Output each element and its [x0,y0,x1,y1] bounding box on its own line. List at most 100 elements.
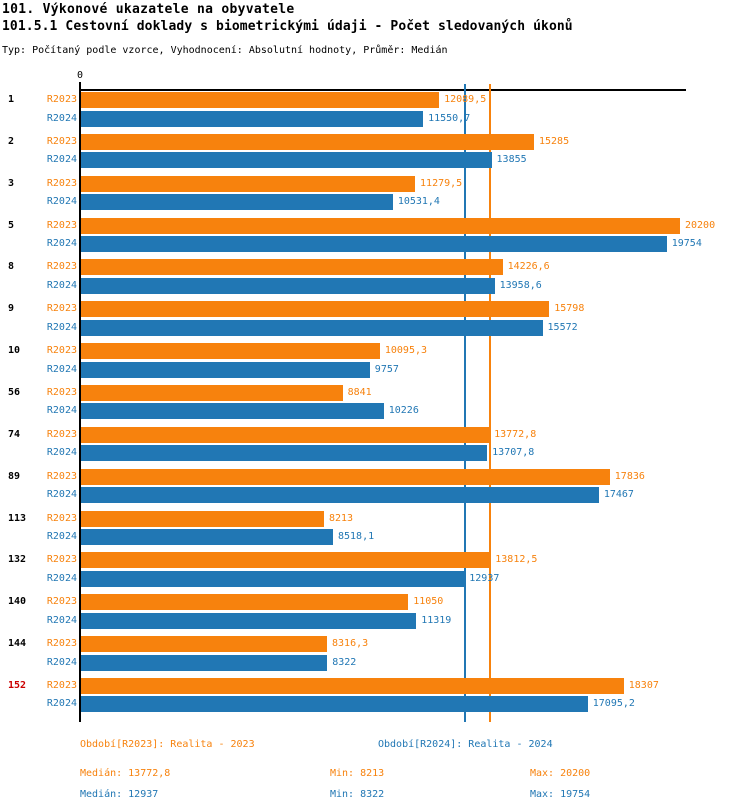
bar-r2023[interactable] [80,92,440,108]
bar-row-r2024: R2024 11319 [0,612,750,629]
bar-row-r2023: R2023 10095,3 [0,343,750,360]
bar-row-r2023: R2023 11050 [0,594,750,611]
bar-r2024[interactable] [80,654,328,671]
bar-row-r2023: R2023 13772,8 [0,426,750,443]
bar-row-r2023: R2023 8213 [0,510,750,527]
series-label-r2023: R2023 [46,303,77,315]
bar-r2023[interactable] [80,594,409,611]
bar-r2024[interactable] [80,612,417,629]
bar-r2023[interactable] [80,510,324,527]
bar-row-r2024: R2024 12937 [0,570,750,587]
bar-r2024[interactable] [80,445,488,462]
category-label: 74 [8,428,21,440]
bar-r2024[interactable] [80,319,543,336]
bar-r2023[interactable] [80,133,534,150]
category-label: 9 [8,303,15,315]
bar-r2023[interactable] [80,175,416,192]
bar-r2024[interactable] [80,277,495,294]
category-label: 1 [8,94,15,105]
bar-value-label: 10226 [388,405,419,417]
chart-group: 140 R2023 11050 R2024 11319 [0,594,750,630]
series-label-r2023: R2023 [46,554,77,566]
stat-min-r2023: Min: 8213 [330,768,385,779]
bar-r2023[interactable] [80,552,491,569]
bar-r2024[interactable] [80,194,393,211]
bar-r2024[interactable] [80,529,333,545]
bar-value-label: 8518,1 [338,531,375,542]
series-label-r2024: R2024 [46,656,77,668]
bar-value-label: 12089,5 [444,94,487,105]
chart-group: 152 R2023 18307 R2024 17095,2 [0,677,750,714]
stat-min-r2024: Min: 8322 [330,789,385,800]
bar-value-label: 8322 [332,656,357,668]
bar-row-r2024: R2024 19754 [0,236,750,253]
series-label-r2023: R2023 [46,94,77,105]
series-label-r2024: R2024 [46,531,77,542]
series-label-r2023: R2023 [46,512,77,524]
bar-row-r2024: R2024 13958,6 [0,277,750,294]
legend-r2024-label: Období[R2024]: Realita - 2024 [378,739,553,750]
bar-row-r2023: R2023 8841 [0,384,750,401]
bar-r2024[interactable] [80,696,588,713]
bar-r2024[interactable] [80,361,370,378]
series-label-r2024: R2024 [46,447,77,459]
bar-r2023[interactable] [80,426,490,443]
bar-row-r2023: R2023 14226,6 [0,259,750,276]
bar-value-label: 13958,6 [499,279,542,291]
page-subtitle: 101.5.1 Cestovní doklady s biometrickými… [2,19,573,34]
bar-r2023[interactable] [80,636,328,653]
bar-value-label: 14226,6 [507,261,550,273]
series-label-r2024: R2024 [46,279,77,291]
series-label-r2024: R2024 [46,196,77,208]
bar-value-label: 17836 [614,470,645,482]
chart-group: 132 R2023 13812,5 R2024 12937 [0,552,750,588]
bar-r2023[interactable] [80,384,343,401]
bar-value-label: 18307 [628,679,659,691]
bar-value-label: 11550,7 [428,112,471,124]
bar-r2023[interactable] [80,217,680,234]
bar-value-label: 8841 [347,386,372,398]
x-axis-line [80,89,686,91]
bar-row-r2023: R2023 13812,5 [0,552,750,569]
y-axis-line [79,82,81,722]
series-label-r2023: R2023 [46,386,77,398]
category-label: 8 [8,261,15,273]
series-label-r2024: R2024 [46,698,77,710]
bar-r2024[interactable] [80,236,667,253]
bar-row-r2023: R2023 20200 [0,217,750,234]
bar-r2024[interactable] [80,403,384,420]
bar-row-r2024: R2024 10226 [0,403,750,420]
series-label-r2024: R2024 [46,321,77,333]
bar-value-label: 9757 [374,363,399,375]
bar-row-r2023: R2023 11279,5 [0,175,750,192]
bar-r2023[interactable] [80,301,550,318]
bar-r2024[interactable] [80,570,465,587]
bar-value-label: 17467 [603,489,634,501]
series-label-r2024: R2024 [46,405,77,417]
bar-r2024[interactable] [80,110,424,127]
bar-value-label: 11319 [421,614,452,626]
series-label-r2023: R2023 [46,345,77,357]
bar-r2024[interactable] [80,487,599,504]
bar-value-label: 11050 [413,596,444,608]
bar-r2023[interactable] [80,677,624,694]
bar-r2023[interactable] [80,259,503,276]
bar-row-r2023: R2023 17836 [0,468,750,485]
bar-r2023[interactable] [80,343,380,360]
chart-group: 2 R2023 15285 R2024 13855 [0,133,750,170]
bar-r2024[interactable] [80,152,492,169]
chart-group: 9 R2023 15798 R2024 15572 [0,301,750,337]
bar-row-r2024: R2024 13707,8 [0,445,750,462]
bar-r2023[interactable] [80,468,610,485]
series-label-r2024: R2024 [46,489,77,501]
chart-group: 89 R2023 17836 R2024 17467 [0,468,750,505]
chart-group: 3 R2023 11279,5 R2024 10531,4 [0,175,750,212]
bar-row-r2024: R2024 17467 [0,487,750,504]
bar-value-label: 15285 [539,135,570,147]
category-label: 140 [8,596,27,608]
bar-row-r2024: R2024 11550,7 [0,110,750,127]
bar-value-label: 13855 [496,154,527,166]
series-label-r2023: R2023 [46,638,77,650]
chart-group: 56 R2023 8841 R2024 10226 [0,384,750,421]
axis-zero-label: 0 [76,70,84,81]
